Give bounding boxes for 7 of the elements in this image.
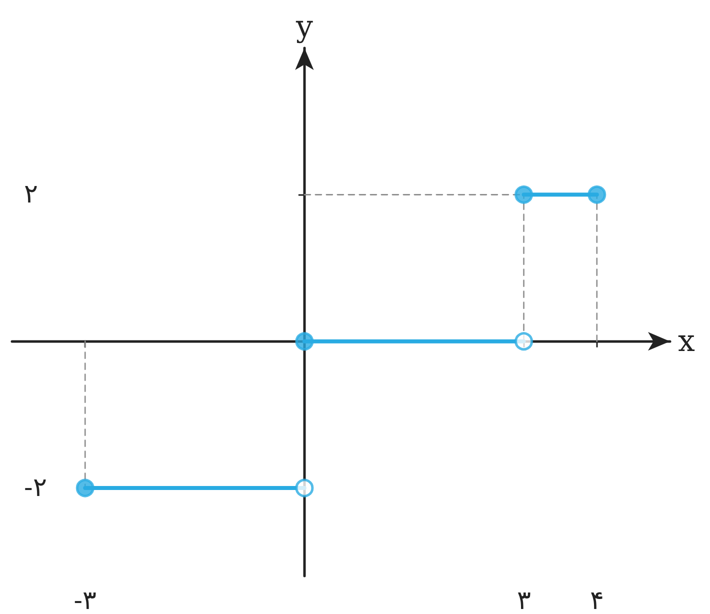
x-tick-label: ۳	[516, 586, 531, 614]
y-axis-title: y	[294, 10, 313, 44]
x-axis-title: x	[678, 324, 695, 359]
x-tick-label: -۳	[74, 586, 97, 614]
y-tick-label: ۲	[24, 180, 38, 210]
y-tick-label: -۲	[24, 473, 47, 503]
x-tick-label: ۴	[590, 586, 604, 614]
